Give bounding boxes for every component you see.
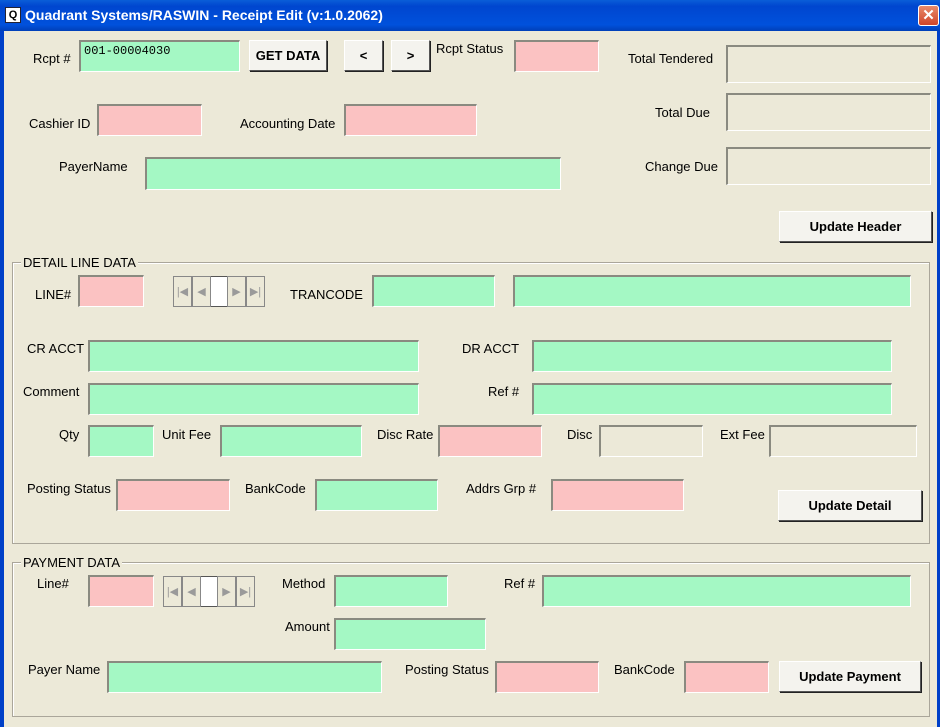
total-tendered-field bbox=[726, 45, 931, 83]
payment-ref-field[interactable] bbox=[542, 575, 911, 607]
payment-record-position-display bbox=[201, 576, 217, 607]
cr-acct-field[interactable] bbox=[88, 340, 419, 372]
total-tendered-label: Total Tendered bbox=[628, 51, 714, 66]
payment-bankcode-field bbox=[684, 661, 769, 693]
get-data-button[interactable]: GET DATA bbox=[249, 40, 327, 71]
payment-payer-name-label: Payer Name bbox=[28, 662, 101, 677]
payment-prev-record-icon[interactable]: ◀ bbox=[182, 576, 201, 607]
cashier-id-label: Cashier ID bbox=[29, 116, 91, 131]
amount-label: Amount bbox=[285, 619, 330, 634]
payment-posting-status-field bbox=[495, 661, 599, 693]
window-frame-right bbox=[937, 31, 940, 727]
qty-field[interactable] bbox=[88, 425, 154, 457]
title-bar: Q Quadrant Systems/RASWIN - Receipt Edit… bbox=[0, 0, 940, 31]
detail-bankcode-label: BankCode bbox=[245, 481, 306, 496]
disc-rate-field bbox=[438, 425, 542, 457]
payment-last-record-icon[interactable]: ▶| bbox=[236, 576, 255, 607]
payment-line-navigator: |◀ ◀ ▶ ▶| bbox=[163, 576, 255, 607]
comment-label: Comment bbox=[23, 384, 80, 399]
ext-fee-label: Ext Fee bbox=[720, 427, 765, 442]
detail-line-navigator: |◀ ◀ ▶ ▶| bbox=[173, 276, 265, 307]
window-frame-left bbox=[0, 31, 4, 727]
prev-record-icon[interactable]: ◀ bbox=[192, 276, 211, 307]
first-record-icon[interactable]: |◀ bbox=[173, 276, 192, 307]
disc-rate-label: Disc Rate bbox=[377, 427, 434, 442]
payment-line-label: Line# bbox=[37, 576, 69, 591]
detail-ref-field[interactable] bbox=[532, 383, 892, 415]
total-due-field bbox=[726, 93, 931, 131]
next-receipt-button[interactable]: > bbox=[391, 40, 430, 71]
total-due-label: Total Due bbox=[655, 105, 710, 120]
unit-fee-label: Unit Fee bbox=[162, 427, 212, 442]
change-due-field bbox=[726, 147, 931, 185]
payer-name-field[interactable] bbox=[145, 157, 561, 190]
trancode-label: TRANCODE bbox=[290, 287, 363, 302]
prev-receipt-button[interactable]: < bbox=[344, 40, 383, 71]
payment-ref-label: Ref # bbox=[504, 576, 536, 591]
accounting-date-label: Accounting Date bbox=[240, 116, 336, 131]
window-title: Quadrant Systems/RASWIN - Receipt Edit (… bbox=[25, 7, 383, 23]
line-number-label: LINE# bbox=[35, 287, 72, 302]
disc-label: Disc bbox=[567, 427, 593, 442]
comment-field[interactable] bbox=[88, 383, 419, 415]
payment-first-record-icon[interactable]: |◀ bbox=[163, 576, 182, 607]
detail-bankcode-field[interactable] bbox=[315, 479, 438, 511]
qty-label: Qty bbox=[59, 427, 80, 442]
dr-acct-field[interactable] bbox=[532, 340, 892, 372]
trancode-description-field[interactable] bbox=[513, 275, 911, 307]
update-header-button[interactable]: Update Header bbox=[779, 211, 932, 242]
payment-next-record-icon[interactable]: ▶ bbox=[217, 576, 236, 607]
next-record-icon[interactable]: ▶ bbox=[227, 276, 246, 307]
payment-line-field bbox=[88, 575, 154, 607]
cr-acct-label: CR ACCT bbox=[27, 341, 85, 356]
dr-acct-label: DR ACCT bbox=[462, 341, 520, 356]
rcpt-label: Rcpt # bbox=[33, 51, 71, 66]
rcpt-status-field bbox=[514, 40, 599, 72]
payer-name-label: PayerName bbox=[59, 159, 128, 174]
payment-posting-status-label: Posting Status bbox=[405, 662, 489, 677]
detail-posting-status-label: Posting Status bbox=[27, 481, 111, 496]
payment-data-group: PAYMENT DATA bbox=[12, 555, 930, 717]
ext-fee-field bbox=[769, 425, 917, 457]
detail-line-group: DETAIL LINE DATA bbox=[12, 255, 930, 544]
update-detail-button[interactable]: Update Detail bbox=[778, 490, 922, 521]
method-field[interactable] bbox=[334, 575, 448, 607]
trancode-field[interactable] bbox=[372, 275, 495, 307]
rcpt-status-label: Rcpt Status bbox=[436, 41, 504, 56]
app-icon[interactable]: Q bbox=[5, 7, 21, 23]
detail-posting-status-field bbox=[116, 479, 230, 511]
addrs-grp-label: Addrs Grp # bbox=[466, 481, 537, 496]
last-record-icon[interactable]: ▶| bbox=[246, 276, 265, 307]
unit-fee-field[interactable] bbox=[220, 425, 362, 457]
change-due-label: Change Due bbox=[645, 159, 718, 174]
payment-payer-name-field[interactable] bbox=[107, 661, 382, 693]
disc-field bbox=[599, 425, 703, 457]
line-number-field bbox=[78, 275, 144, 307]
accounting-date-field bbox=[344, 104, 477, 136]
update-payment-button[interactable]: Update Payment bbox=[779, 661, 921, 692]
cashier-id-field bbox=[97, 104, 202, 136]
addrs-grp-field bbox=[551, 479, 684, 511]
amount-field[interactable] bbox=[334, 618, 486, 650]
payment-data-title: PAYMENT DATA bbox=[21, 555, 123, 570]
close-button[interactable]: ✕ bbox=[918, 5, 939, 26]
method-label: Method bbox=[282, 576, 326, 591]
detail-line-title: DETAIL LINE DATA bbox=[21, 255, 138, 270]
rcpt-number-field[interactable]: 001-00004030 bbox=[79, 40, 240, 72]
payment-bankcode-label: BankCode bbox=[614, 662, 675, 677]
record-position-display bbox=[211, 276, 227, 307]
detail-ref-label: Ref # bbox=[488, 384, 520, 399]
